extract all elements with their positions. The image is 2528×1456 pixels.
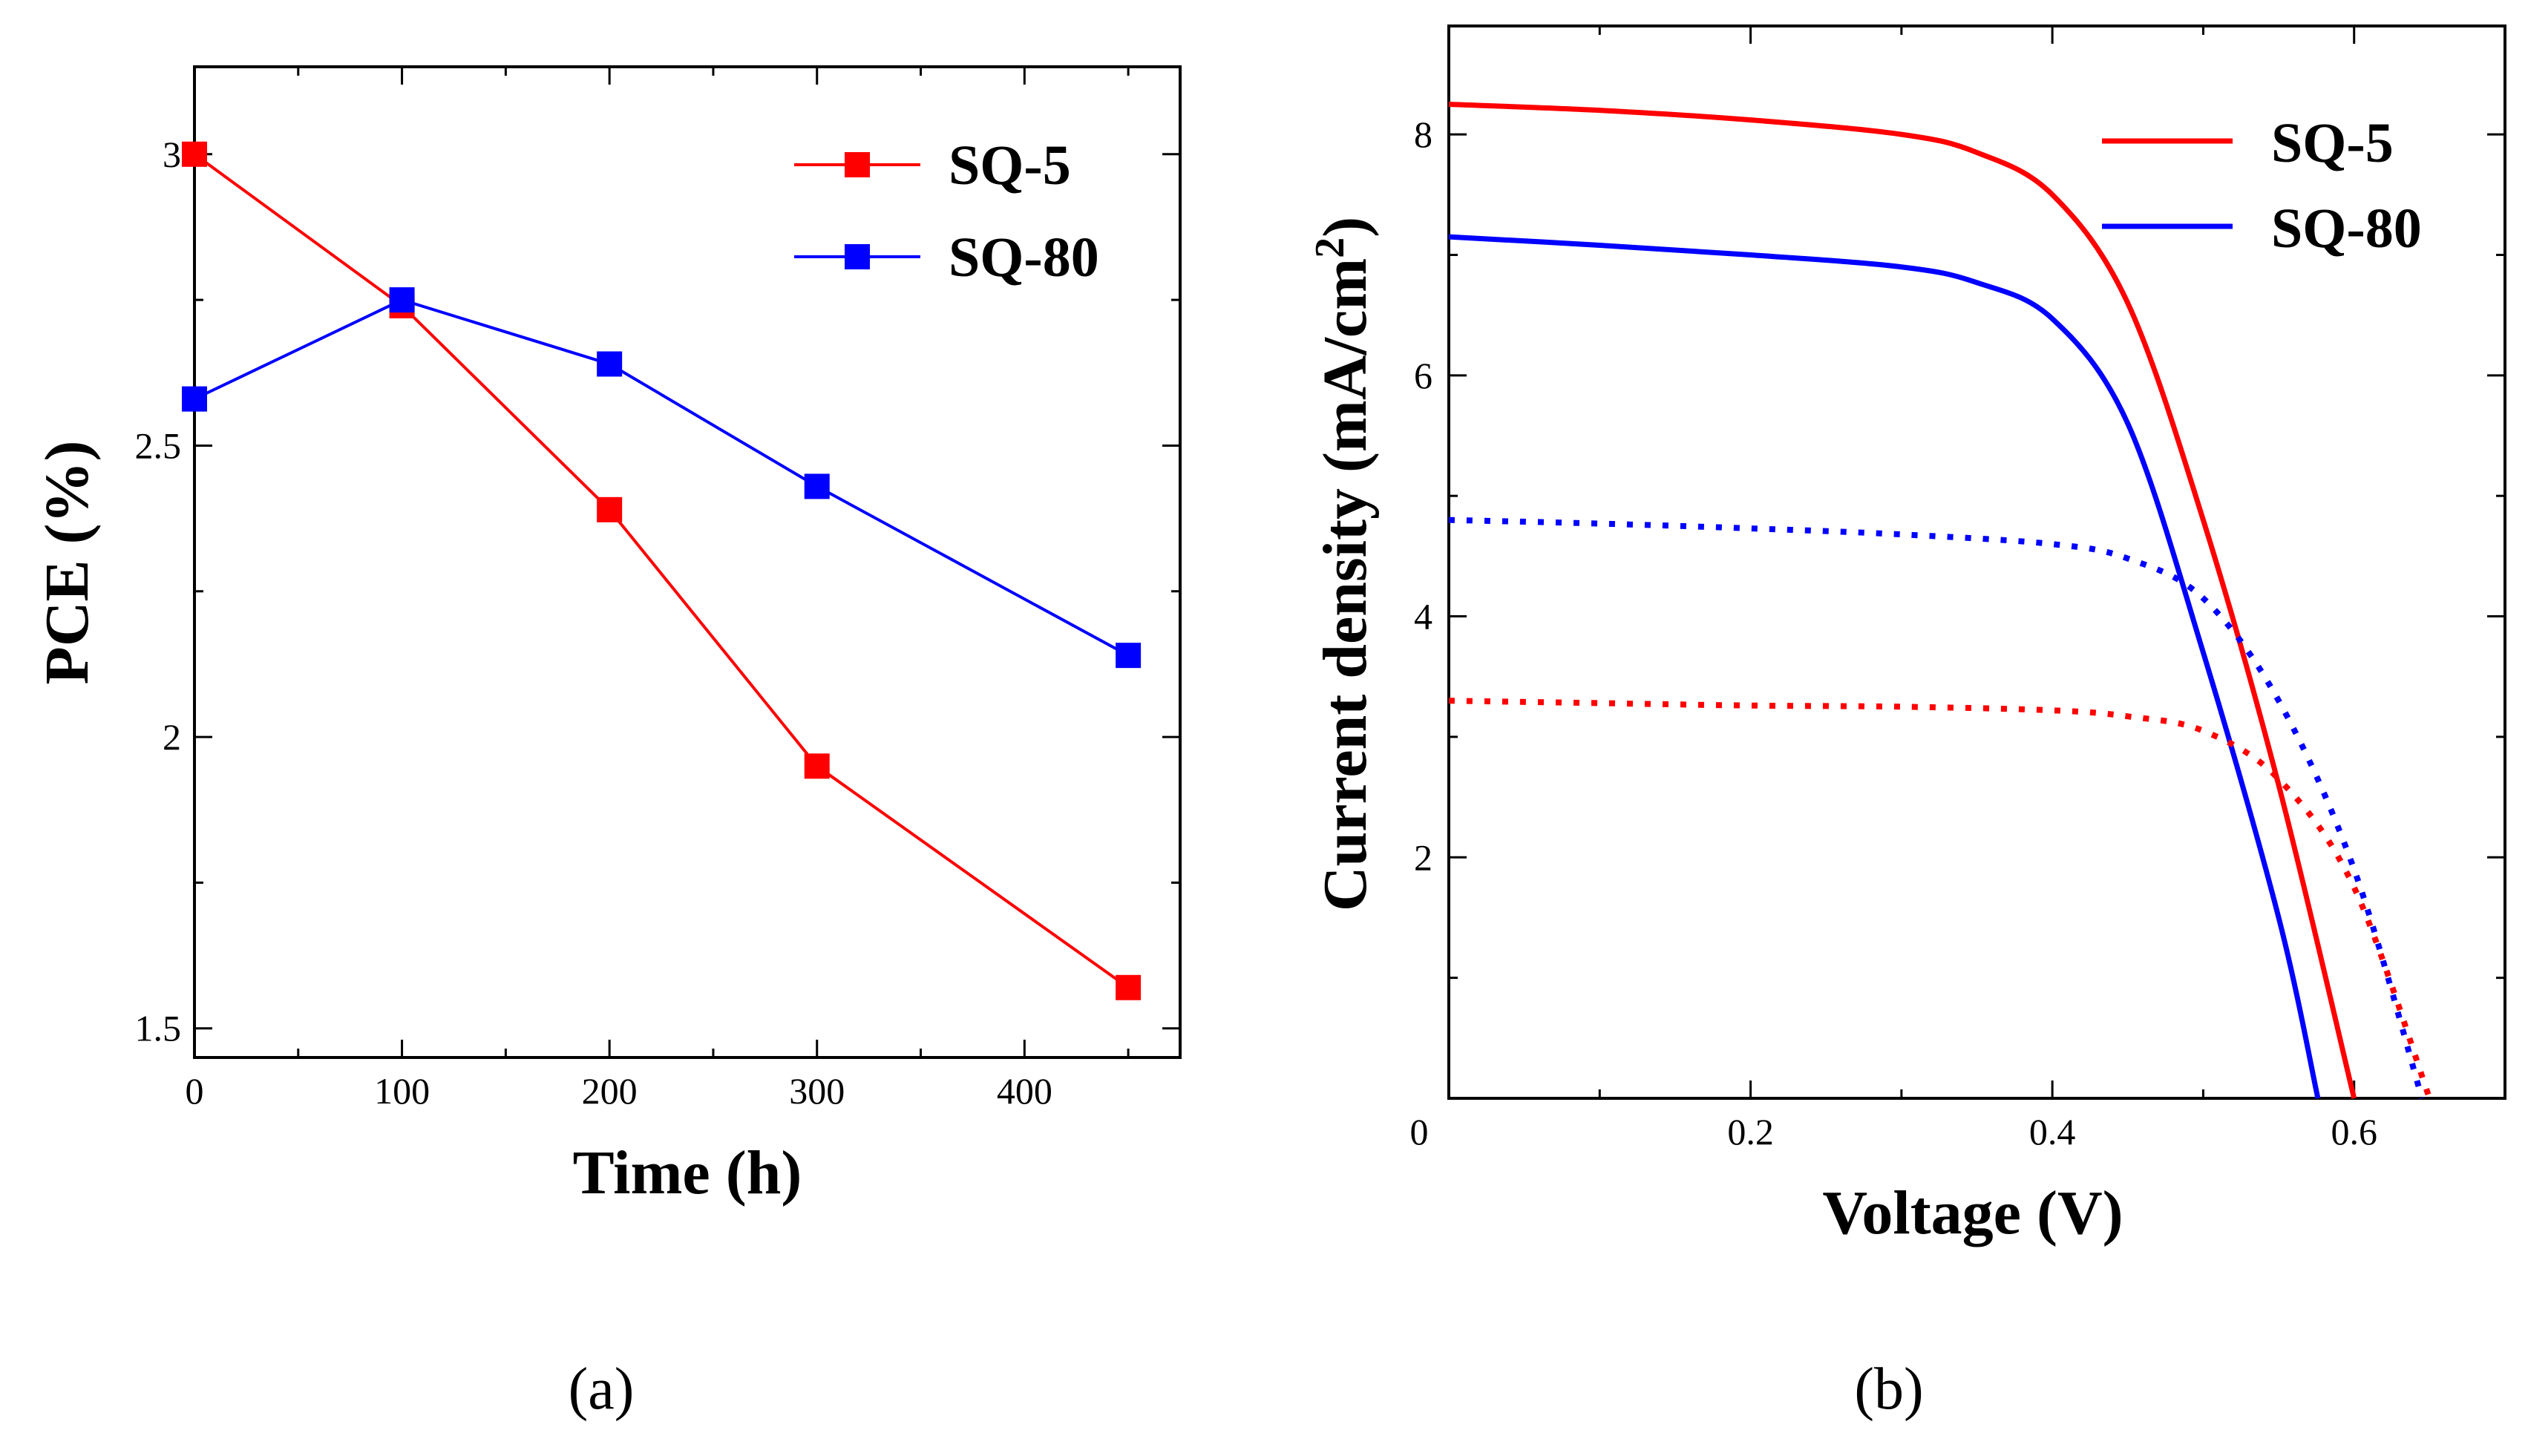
- x-tick-label-b: 0: [1410, 1111, 1429, 1152]
- axis-ticks-a: 0 100 200 300 400 1.5 2 2.5 3: [135, 67, 1180, 1112]
- x-tick-label-a: 0: [186, 1070, 204, 1112]
- plot-frame-a: [193, 65, 1182, 1059]
- axis-ticks-b: 0 0.2 0.4 0.6 2 4 6 8: [1410, 26, 2506, 1152]
- legend-label-b-sq-5: SQ-5: [2271, 112, 2394, 174]
- y-tick-label-b: 4: [1414, 596, 1432, 637]
- legend-label-b-sq-80: SQ-80: [2271, 197, 2422, 260]
- x-tick-label-a: 200: [582, 1070, 638, 1112]
- y-tick-label-a: 3: [163, 134, 181, 175]
- x-tick-label-b: 0.2: [1727, 1111, 1774, 1152]
- y-axis-title-a: PCE (%): [33, 441, 102, 685]
- data-point-sq-5: [804, 753, 830, 779]
- legend-marker-sq-80: [845, 244, 870, 269]
- legend-b: SQ-5 SQ-80: [2102, 112, 2422, 260]
- y-tick-label-b: 8: [1414, 114, 1432, 155]
- y-axis-title-b-sup: 2: [1307, 237, 1353, 258]
- panel-label-b: (b): [1854, 1357, 1923, 1422]
- data-point-sq-5: [597, 496, 623, 522]
- data-point-sq-80: [597, 351, 623, 377]
- x-tick-label-a: 100: [374, 1070, 430, 1112]
- series-curve-sq-80: [1448, 234, 2321, 1099]
- x-tick-label-b: 0.6: [2331, 1111, 2377, 1152]
- legend-marker-sq-5: [845, 152, 870, 177]
- legend-label-sq-80: SQ-80: [949, 226, 1099, 289]
- chart-panel-a: 0 100 200 300 400 1.5 2 2.5 3 SQ-5 SQ-80 Time (h)…: [33, 65, 1182, 1422]
- legend-label-sq-5: SQ-5: [949, 134, 1071, 197]
- y-tick-label-a: 1.5: [135, 1008, 182, 1049]
- data-point-sq-80: [182, 386, 207, 412]
- x-tick-label-a: 300: [789, 1070, 845, 1112]
- y-tick-label-b: 2: [1414, 836, 1432, 878]
- panel-label-a: (a): [569, 1357, 635, 1422]
- y-axis-title-b: Current density (mA/cm2): [1307, 217, 1380, 911]
- series-curve-sq-80-dotted: [1448, 517, 2426, 1100]
- data-point-sq-80: [389, 287, 415, 313]
- data-point-sq-5: [1116, 974, 1142, 1000]
- y-tick-label-b: 6: [1414, 355, 1432, 396]
- series-line-sq-80: [194, 298, 1130, 657]
- series-group-b: [1448, 102, 2433, 1100]
- series-group-a: [182, 141, 1142, 1000]
- y-axis-title-b-main: Current density (mA/cm: [1311, 258, 1380, 911]
- chart-panel-b: 0 0.2 0.4 0.6 2 4 6 8 SQ-5 SQ-80 Voltage (V) Cur…: [1307, 24, 2506, 1422]
- y-tick-label-a: 2.5: [135, 424, 182, 466]
- x-tick-label-b: 0.4: [2029, 1111, 2076, 1152]
- x-axis-title-b: Voltage (V): [1822, 1178, 2123, 1247]
- data-point-sq-80: [1116, 643, 1142, 669]
- x-tick-label-a: 400: [997, 1070, 1052, 1112]
- x-axis-title-a: Time (h): [573, 1138, 802, 1207]
- y-tick-label-a: 2: [163, 716, 181, 758]
- series-curve-sq-5: [1448, 102, 2357, 1099]
- plot-frame-b: [1447, 24, 2506, 1100]
- data-point-sq-80: [804, 473, 830, 499]
- y-axis-title-b-close: ): [1311, 217, 1380, 237]
- data-point-sq-5: [182, 141, 207, 167]
- legend-a: SQ-5 SQ-80: [794, 134, 1099, 289]
- series-curve-sq-5-dotted: [1448, 698, 2433, 1100]
